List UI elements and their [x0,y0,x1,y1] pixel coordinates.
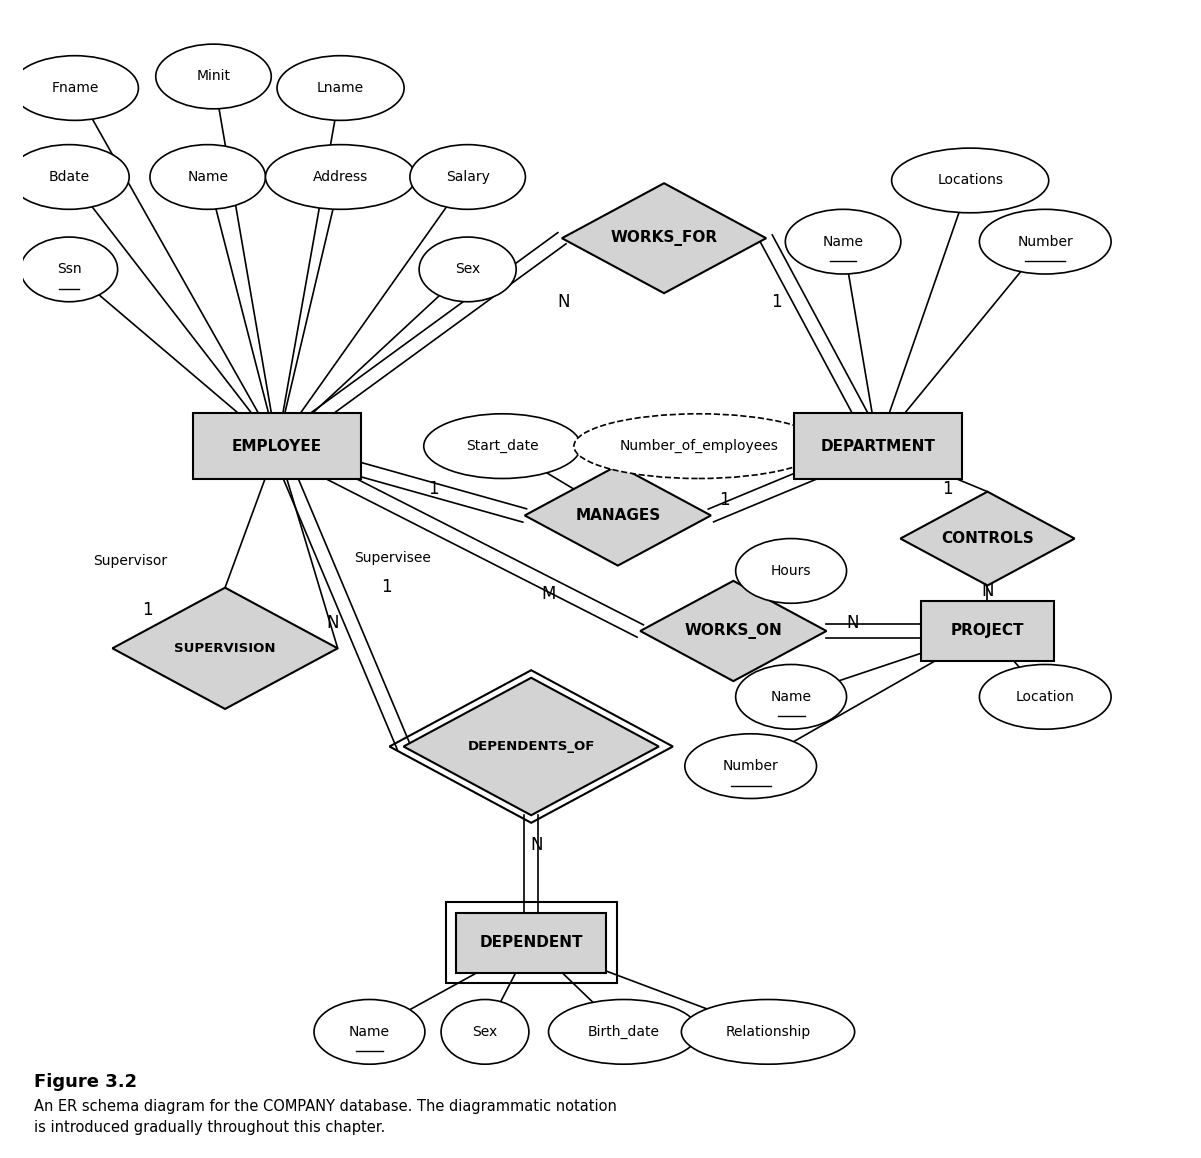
Text: M: M [542,585,556,603]
Text: 1: 1 [382,578,392,596]
Text: Number_of_employees: Number_of_employees [620,439,778,453]
Polygon shape [640,581,826,681]
Ellipse shape [681,999,855,1064]
Text: N: N [981,581,993,600]
Ellipse shape [685,734,817,799]
Text: MANAGES: MANAGES [575,508,661,523]
Text: Supervisee: Supervisee [354,551,431,565]
Ellipse shape [979,665,1111,730]
Text: SUPERVISION: SUPERVISION [174,642,276,654]
Ellipse shape [11,56,138,120]
Text: DEPENDENT: DEPENDENT [479,936,582,951]
Text: Figure 3.2: Figure 3.2 [35,1073,138,1092]
Text: Name: Name [187,170,228,184]
FancyBboxPatch shape [921,601,1054,661]
Text: Supervisor: Supervisor [94,554,167,567]
Text: DEPARTMENT: DEPARTMENT [820,439,936,454]
FancyBboxPatch shape [456,913,607,973]
Ellipse shape [265,145,416,210]
Text: 1: 1 [771,293,782,310]
Text: is introduced gradually throughout this chapter.: is introduced gradually throughout this … [35,1120,386,1135]
Text: 1: 1 [143,601,153,620]
Text: Name: Name [349,1025,390,1039]
FancyBboxPatch shape [193,413,360,479]
Text: Name: Name [771,690,812,704]
Text: Location: Location [1016,690,1075,704]
Text: Bdate: Bdate [48,170,90,184]
Text: Relationship: Relationship [725,1025,811,1039]
Text: N: N [846,614,859,632]
Text: Hours: Hours [771,564,812,578]
Text: 1: 1 [942,479,952,498]
Polygon shape [562,183,766,293]
Ellipse shape [156,44,271,109]
Ellipse shape [891,148,1048,213]
Text: Minit: Minit [197,69,231,83]
Ellipse shape [785,210,901,274]
Text: Address: Address [313,170,369,184]
Ellipse shape [313,999,425,1064]
Text: Sex: Sex [455,263,480,277]
Text: N: N [327,614,339,632]
Text: Name: Name [823,235,864,249]
FancyBboxPatch shape [794,413,962,479]
Ellipse shape [20,237,118,302]
Text: WORKS_ON: WORKS_ON [685,623,782,639]
Text: Salary: Salary [446,170,490,184]
Text: N: N [531,836,543,853]
Text: Locations: Locations [937,174,1003,188]
Ellipse shape [441,999,528,1064]
Text: PROJECT: PROJECT [951,623,1024,638]
Text: 1: 1 [428,479,438,498]
Text: An ER schema diagram for the COMPANY database. The diagrammatic notation: An ER schema diagram for the COMPANY dat… [35,1099,617,1114]
Polygon shape [901,492,1075,586]
Text: Lname: Lname [317,81,364,95]
Text: Fname: Fname [52,81,98,95]
Polygon shape [113,587,337,709]
Ellipse shape [424,413,581,478]
Text: Ssn: Ssn [56,263,82,277]
Text: CONTROLS: CONTROLS [942,532,1034,547]
Ellipse shape [419,237,516,302]
Ellipse shape [150,145,265,210]
Polygon shape [404,677,659,815]
Text: EMPLOYEE: EMPLOYEE [232,439,322,454]
Text: 1: 1 [718,491,729,510]
Text: N: N [557,293,569,310]
Ellipse shape [10,145,130,210]
Ellipse shape [410,145,525,210]
Text: Number: Number [1017,235,1074,249]
Ellipse shape [736,538,847,603]
Ellipse shape [979,210,1111,274]
Text: DEPENDENTS_OF: DEPENDENTS_OF [467,740,594,753]
Ellipse shape [736,665,847,730]
Polygon shape [525,466,711,565]
Text: Start_date: Start_date [466,439,538,453]
Ellipse shape [277,56,404,120]
Ellipse shape [574,413,824,478]
Text: Birth_date: Birth_date [587,1025,659,1039]
Text: Sex: Sex [472,1025,497,1039]
Ellipse shape [549,999,699,1064]
Text: WORKS_FOR: WORKS_FOR [610,230,718,247]
Text: Number: Number [723,760,778,774]
